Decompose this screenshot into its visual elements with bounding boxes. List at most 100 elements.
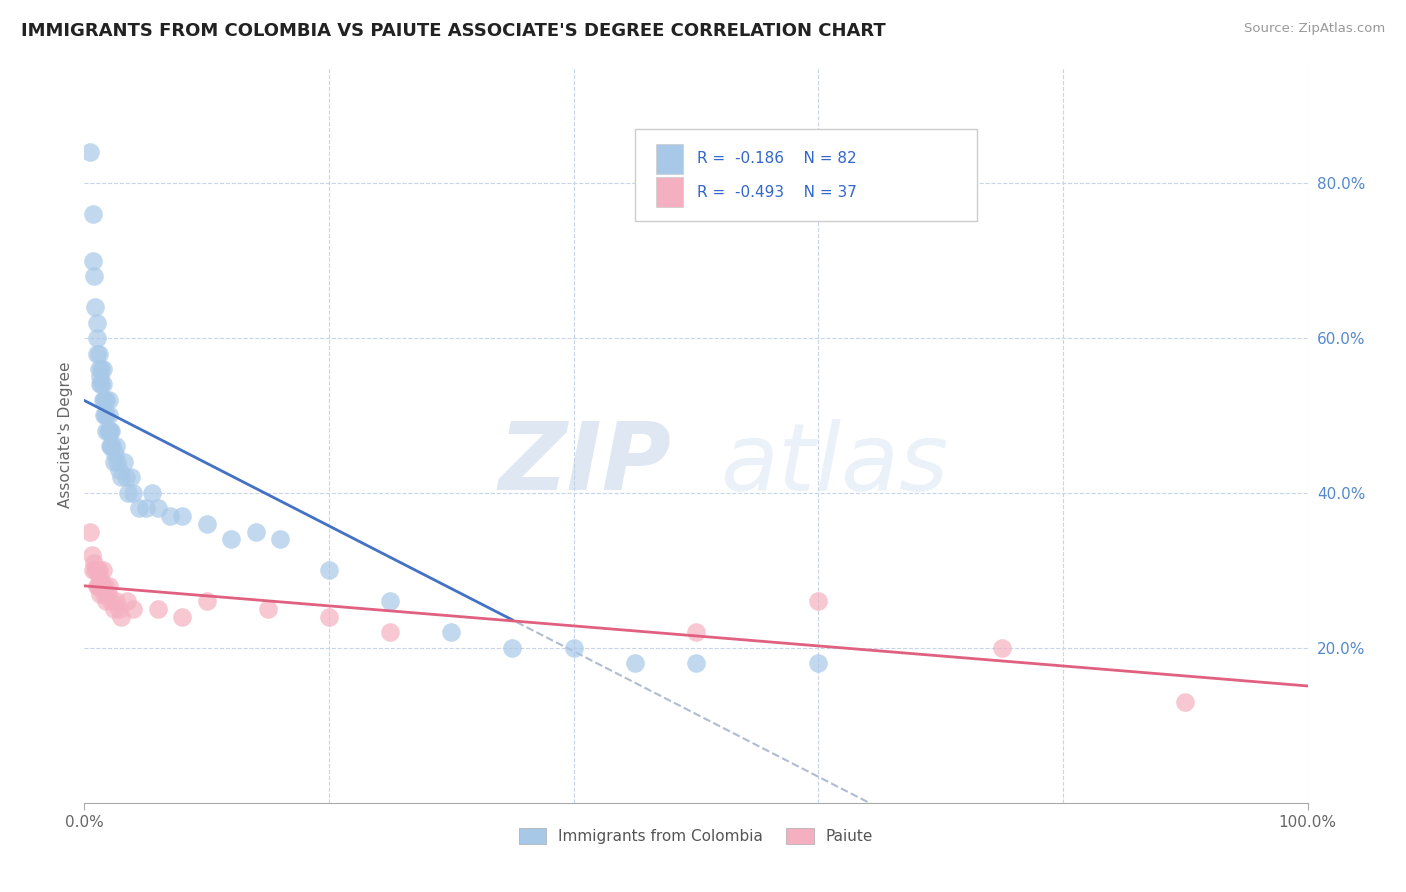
Point [93, 409, 115, 423]
Point [91, 563, 114, 577]
Text: R =  -0.493    N = 37: R = -0.493 N = 37 [697, 185, 858, 200]
Point [105, 455, 128, 469]
Point [685, 657, 707, 671]
Point [90, 377, 112, 392]
Point [624, 657, 647, 671]
Point [110, 470, 132, 484]
Y-axis label: Associate's Degree: Associate's Degree [58, 361, 73, 508]
Point [96, 594, 118, 608]
Point [318, 563, 340, 577]
FancyBboxPatch shape [655, 178, 682, 207]
Point [195, 594, 218, 608]
Point [93, 587, 115, 601]
Point [269, 533, 291, 547]
Point [91, 362, 114, 376]
Point [86, 579, 108, 593]
FancyBboxPatch shape [636, 129, 977, 221]
Point [91, 579, 114, 593]
Point [82, 563, 104, 577]
Point [90, 362, 112, 376]
Point [103, 602, 125, 616]
Point [97, 409, 120, 423]
Point [110, 610, 132, 624]
Point [89, 377, 111, 392]
Point [89, 571, 111, 585]
Point [122, 486, 145, 500]
Point [97, 579, 120, 593]
Point [94, 579, 117, 593]
Point [146, 602, 169, 616]
Text: R =  -0.186    N = 82: R = -0.186 N = 82 [697, 152, 856, 167]
Point [96, 424, 118, 438]
Text: atlas: atlas [720, 418, 949, 510]
Point [89, 587, 111, 601]
Point [79, 145, 101, 160]
Point [96, 392, 118, 407]
Point [115, 594, 138, 608]
Point [100, 440, 122, 454]
Point [101, 440, 124, 454]
Point [90, 579, 112, 593]
Point [98, 440, 121, 454]
Point [245, 524, 267, 539]
Point [103, 455, 125, 469]
Text: Source: ZipAtlas.com: Source: ZipAtlas.com [1244, 22, 1385, 36]
Text: ZIP: ZIP [499, 418, 672, 510]
Point [1174, 695, 1197, 709]
Point [107, 463, 129, 477]
Point [87, 563, 110, 577]
Point [195, 516, 218, 531]
Point [97, 392, 120, 407]
FancyBboxPatch shape [655, 145, 682, 174]
Point [105, 594, 128, 608]
Point [86, 346, 108, 360]
Text: IMMIGRANTS FROM COLOMBIA VS PAIUTE ASSOCIATE'S DEGREE CORRELATION CHART: IMMIGRANTS FROM COLOMBIA VS PAIUTE ASSOC… [21, 22, 886, 40]
Point [87, 579, 110, 593]
Point [991, 640, 1014, 655]
Point [380, 625, 402, 640]
Point [105, 440, 128, 454]
Point [128, 501, 150, 516]
Point [120, 470, 142, 484]
Point [159, 509, 181, 524]
Point [807, 657, 830, 671]
Point [97, 424, 120, 438]
Point [91, 377, 114, 392]
Point [100, 424, 122, 438]
Point [94, 409, 117, 423]
Point [117, 486, 139, 500]
Point [807, 594, 830, 608]
Point [107, 602, 129, 616]
Point [122, 602, 145, 616]
Point [82, 207, 104, 221]
Point [91, 392, 114, 407]
Point [141, 486, 163, 500]
Point [84, 300, 107, 314]
Point [146, 501, 169, 516]
Point [83, 556, 105, 570]
Point [87, 579, 110, 593]
Point [87, 346, 110, 360]
Point [318, 610, 340, 624]
Point [115, 470, 138, 484]
Point [83, 268, 105, 283]
Point [219, 533, 242, 547]
Point [257, 602, 280, 616]
Point [97, 587, 120, 601]
Point [172, 610, 194, 624]
Point [685, 625, 707, 640]
Point [380, 594, 402, 608]
Point [502, 640, 524, 655]
Point [100, 594, 122, 608]
Point [87, 362, 110, 376]
Point [80, 548, 103, 562]
Point [172, 509, 194, 524]
Point [112, 455, 135, 469]
Point [86, 331, 108, 345]
Point [96, 409, 118, 423]
Point [84, 563, 107, 577]
Point [104, 447, 127, 461]
Legend: Immigrants from Colombia, Paiute: Immigrants from Colombia, Paiute [513, 822, 879, 850]
Point [97, 424, 120, 438]
Point [82, 253, 104, 268]
